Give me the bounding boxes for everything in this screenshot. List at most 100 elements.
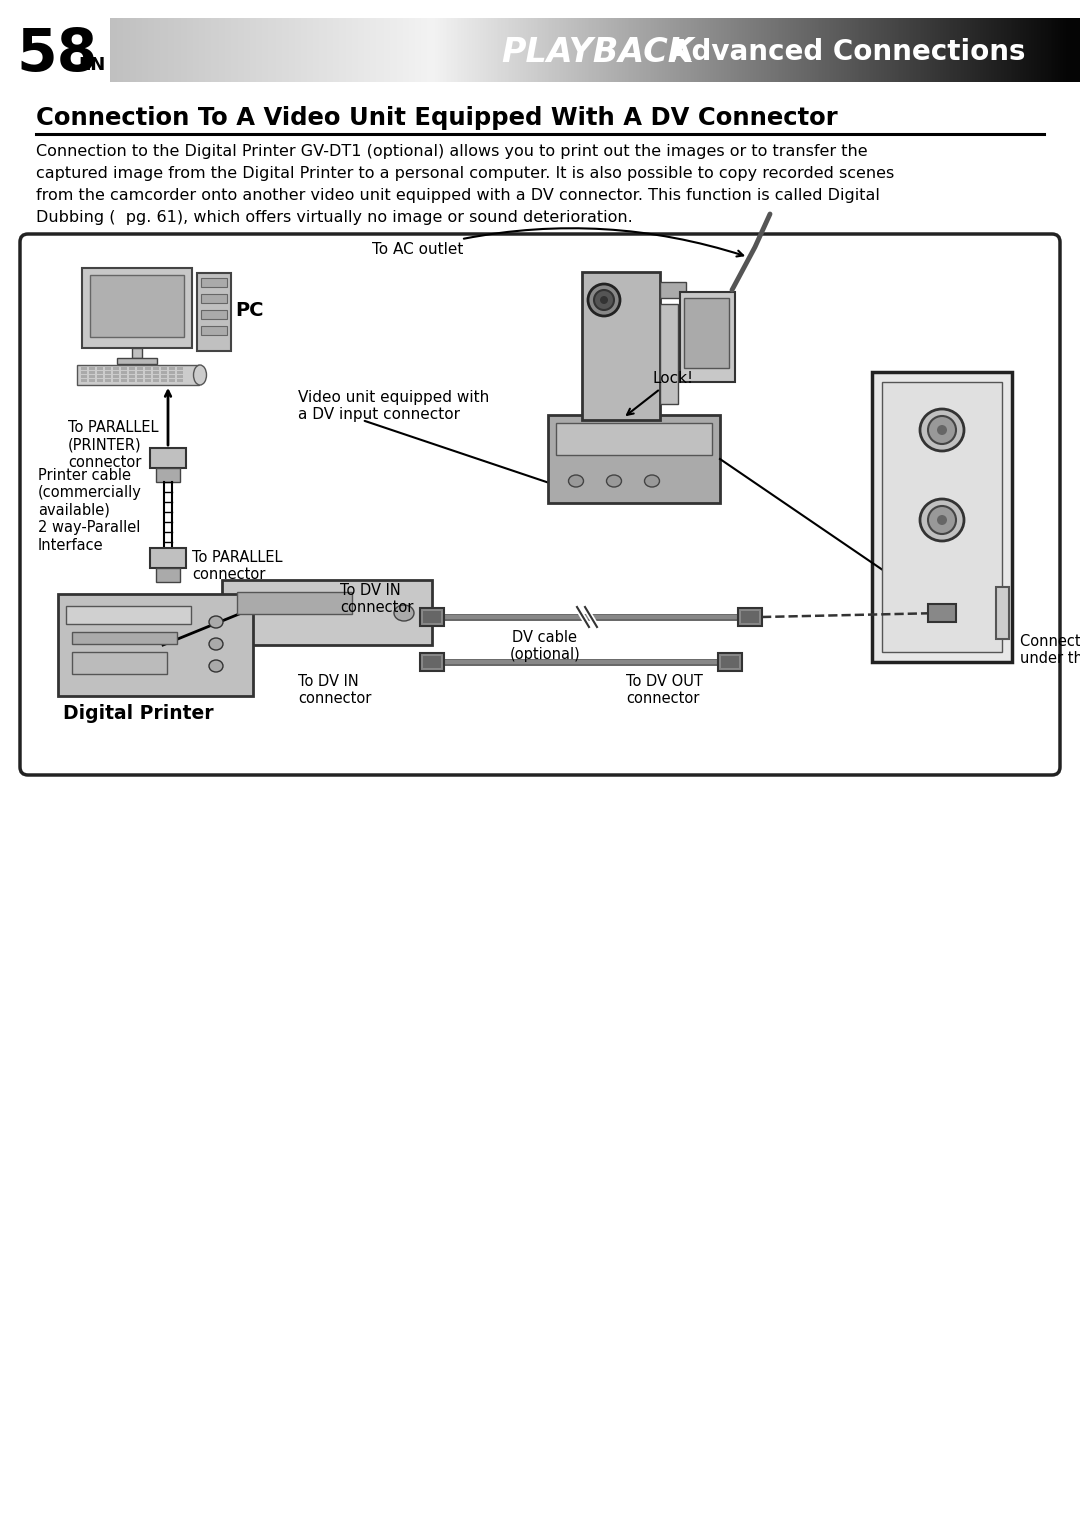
Bar (910, 18, 914, 81)
Ellipse shape (588, 284, 620, 316)
Bar (651, 18, 654, 81)
Bar (1023, 18, 1026, 81)
Bar (435, 18, 438, 81)
Bar (1044, 18, 1048, 81)
Bar (508, 18, 511, 81)
Bar (37, 18, 40, 81)
Bar (129, 379, 135, 382)
Bar (114, 18, 118, 81)
Bar (154, 18, 158, 81)
Bar (111, 18, 114, 81)
Bar (309, 18, 312, 81)
Bar (987, 18, 990, 81)
Bar (691, 18, 694, 81)
Bar (738, 609, 762, 625)
Bar (796, 18, 799, 81)
Bar (109, 18, 112, 81)
Bar (461, 18, 464, 81)
Bar (177, 379, 183, 382)
Bar (465, 18, 469, 81)
Bar (86, 18, 90, 81)
Bar (514, 18, 517, 81)
Bar (442, 18, 444, 81)
Bar (433, 18, 436, 81)
Bar (712, 18, 714, 81)
Bar (908, 18, 912, 81)
Bar (810, 18, 813, 81)
Bar (889, 18, 892, 81)
Bar (213, 18, 216, 81)
Bar (266, 18, 269, 81)
Bar (89, 366, 95, 369)
Bar (827, 18, 831, 81)
Bar (750, 18, 753, 81)
Bar (512, 18, 515, 81)
Bar (446, 18, 449, 81)
Bar (460, 18, 463, 81)
Bar (131, 18, 134, 81)
Bar (144, 18, 147, 81)
Bar (80, 18, 83, 81)
Bar (129, 371, 135, 374)
Ellipse shape (568, 475, 583, 487)
Bar (548, 415, 720, 503)
Bar (256, 18, 259, 81)
Bar (336, 18, 339, 81)
Bar (423, 656, 441, 668)
Ellipse shape (210, 661, 222, 671)
Bar (1066, 18, 1069, 81)
Bar (393, 18, 396, 81)
Bar (522, 18, 525, 81)
Bar (541, 18, 544, 81)
Bar (1009, 18, 1012, 81)
Bar (4, 18, 8, 81)
Bar (566, 18, 569, 81)
Bar (3, 18, 6, 81)
Bar (280, 18, 282, 81)
Bar (14, 18, 17, 81)
Bar (669, 18, 671, 81)
Text: PLAYBACK: PLAYBACK (502, 35, 694, 69)
Bar (458, 18, 461, 81)
Bar (271, 18, 274, 81)
Ellipse shape (210, 638, 222, 650)
Bar (1052, 18, 1055, 81)
Bar (201, 327, 227, 336)
Text: 58: 58 (16, 26, 97, 83)
Bar (593, 18, 595, 81)
Bar (36, 18, 39, 81)
Bar (798, 18, 800, 81)
Bar (121, 379, 127, 382)
Bar (145, 371, 151, 374)
Bar (163, 18, 166, 81)
Bar (357, 18, 361, 81)
Bar (151, 18, 154, 81)
Bar (23, 18, 26, 81)
Bar (986, 18, 989, 81)
Bar (870, 18, 874, 81)
Bar (341, 18, 345, 81)
Bar (764, 18, 767, 81)
Bar (944, 18, 947, 81)
Bar (890, 18, 893, 81)
Bar (806, 18, 809, 81)
Bar (89, 371, 95, 374)
Bar (282, 18, 285, 81)
Bar (486, 18, 489, 81)
Bar (717, 18, 720, 81)
Bar (626, 18, 630, 81)
Bar (420, 18, 422, 81)
Bar (201, 294, 227, 304)
Bar (476, 18, 480, 81)
Bar (742, 18, 745, 81)
Bar (615, 18, 617, 81)
Bar (872, 373, 1012, 662)
Bar (856, 18, 860, 81)
Bar (8, 18, 11, 81)
Bar (133, 18, 136, 81)
Bar (665, 18, 669, 81)
Bar (896, 18, 900, 81)
Bar (137, 376, 143, 379)
Ellipse shape (394, 606, 414, 621)
Bar (201, 277, 227, 287)
